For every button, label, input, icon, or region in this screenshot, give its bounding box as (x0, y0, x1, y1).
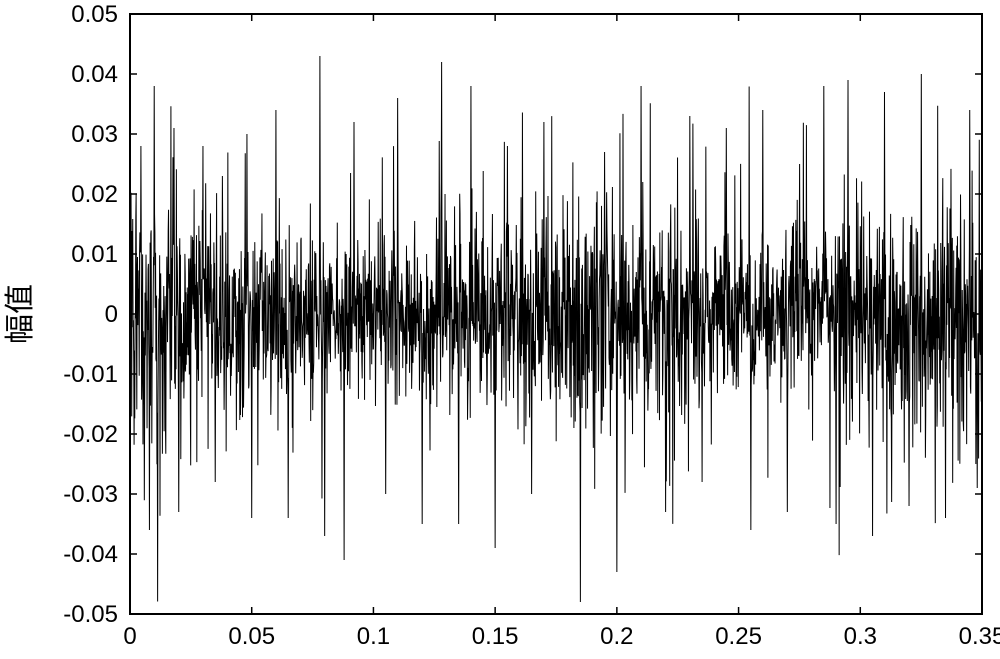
y-tick-label: 0.02 (71, 181, 118, 208)
y-tick-label: 0.05 (71, 1, 118, 28)
y-tick-label: -0.04 (63, 541, 118, 568)
x-tick-label: 0.15 (472, 623, 519, 650)
x-tick-label: 0.35 (959, 623, 1000, 650)
signal-chart: 0 0.05 0.1 0.15 0.2 0.25 0.3 0.35 -0.05 -0.04 -0.0… (0, 0, 1000, 659)
y-tick-label: 0.01 (71, 241, 118, 268)
y-tick-label: -0.01 (63, 361, 118, 388)
x-tick-label: 0.05 (228, 623, 275, 650)
x-tick-label: 0.25 (715, 623, 762, 650)
y-tick-label: 0.03 (71, 121, 118, 148)
y-tick-label: -0.05 (63, 601, 118, 628)
y-axis-label: 幅值 (4, 284, 37, 344)
x-tick-label: 0 (123, 623, 136, 650)
x-tick-label: 0.3 (844, 623, 877, 650)
x-tick-label: 0.2 (600, 623, 633, 650)
y-tick-label: -0.02 (63, 421, 118, 448)
chart-container: 0 0.05 0.1 0.15 0.2 0.25 0.3 0.35 -0.05 -0.04 -0.0… (0, 0, 1000, 659)
x-tick-label: 0.1 (357, 623, 390, 650)
y-tick-label: 0 (105, 301, 118, 328)
y-tick-label: 0.04 (71, 61, 118, 88)
y-tick-label: -0.03 (63, 481, 118, 508)
